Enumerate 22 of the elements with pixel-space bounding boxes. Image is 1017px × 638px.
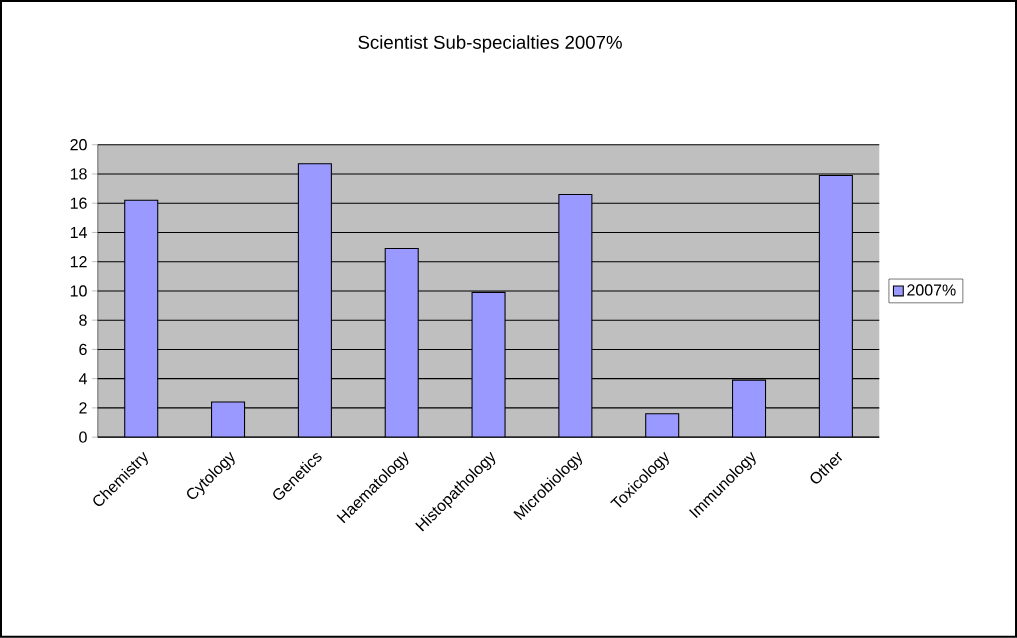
y-tick-label: 6 xyxy=(79,343,87,356)
y-tick-label: 20 xyxy=(70,139,87,151)
bar xyxy=(732,379,767,438)
y-tick-label: 4 xyxy=(78,373,87,385)
y-tick-label: 2 xyxy=(79,402,87,414)
y-tick-label: 16 xyxy=(70,197,87,209)
bar xyxy=(384,248,419,438)
bar xyxy=(558,194,593,438)
bar xyxy=(818,175,853,438)
y-tick-label: 8 xyxy=(79,314,87,326)
bar xyxy=(471,291,506,438)
bar xyxy=(124,199,159,438)
y-tick-label: 0 xyxy=(79,431,87,443)
y-tick-label: 10 xyxy=(70,285,87,297)
y-tick-label: 12 xyxy=(70,256,87,268)
y-tick-label: 14 xyxy=(70,227,87,239)
bar xyxy=(645,413,680,438)
bar xyxy=(297,163,332,438)
legend-label: 2007% xyxy=(907,284,956,296)
chart-title: Scientist Sub-specialties 2007% xyxy=(358,35,622,53)
y-tick-label: 18 xyxy=(70,168,87,180)
bar xyxy=(211,401,246,438)
